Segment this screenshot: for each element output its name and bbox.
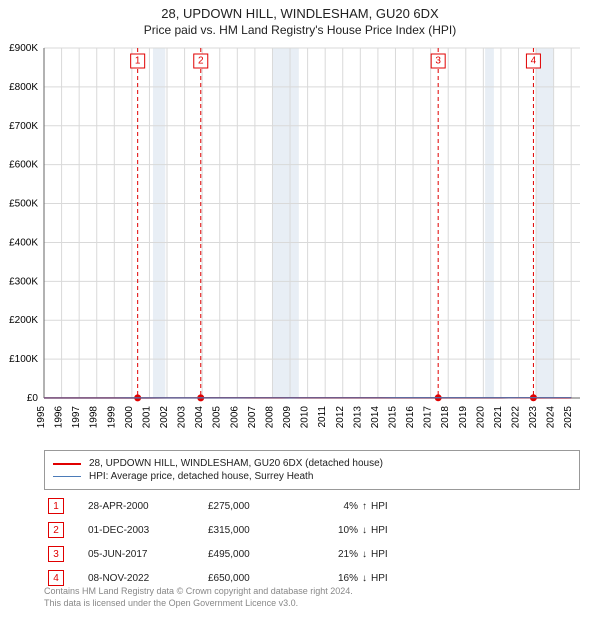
svg-text:£0: £0 [27, 393, 39, 404]
svg-text:£100K: £100K [9, 354, 38, 365]
chart-header: 28, UPDOWN HILL, WINDLESHAM, GU20 6DX Pr… [0, 0, 600, 37]
svg-text:£300K: £300K [9, 276, 38, 287]
svg-text:2: 2 [198, 56, 204, 67]
svg-text:2002: 2002 [159, 406, 170, 429]
transaction-date: 01-DEC-2003 [88, 525, 208, 536]
svg-text:1996: 1996 [54, 406, 65, 429]
svg-text:1997: 1997 [71, 406, 82, 429]
transaction-marker: 1 [48, 498, 64, 514]
price-chart: £0£100K£200K£300K£400K£500K£600K£700K£80… [44, 48, 580, 398]
svg-text:£500K: £500K [9, 199, 38, 210]
transaction-diff: 16% [308, 573, 358, 584]
transaction-marker: 3 [48, 546, 64, 562]
svg-text:2021: 2021 [493, 406, 504, 429]
transaction-row: 1 28-APR-2000£275,0004% ↑ HPI [44, 494, 580, 518]
svg-text:1995: 1995 [36, 406, 47, 429]
svg-text:3: 3 [435, 56, 441, 67]
chart-title: 28, UPDOWN HILL, WINDLESHAM, GU20 6DX [0, 6, 600, 21]
arrow-icon: ↑ [362, 501, 367, 512]
transaction-price: £275,000 [208, 501, 308, 512]
transaction-diff: 4% [308, 501, 358, 512]
transactions-table: 1 28-APR-2000£275,0004% ↑ HPI 2 01-DEC-2003£3… [44, 494, 580, 590]
legend: 28, UPDOWN HILL, WINDLESHAM, GU20 6DX (d… [44, 450, 580, 490]
svg-text:2003: 2003 [177, 406, 188, 429]
transaction-row: 2 01-DEC-2003£315,00010% ↓ HPI [44, 518, 580, 542]
svg-text:£400K: £400K [9, 237, 38, 248]
arrow-icon: ↓ [362, 525, 367, 536]
arrow-icon: ↓ [362, 549, 367, 560]
svg-text:£600K: £600K [9, 160, 38, 171]
svg-text:2020: 2020 [475, 406, 486, 429]
svg-text:2017: 2017 [423, 406, 434, 429]
svg-text:2010: 2010 [300, 406, 311, 429]
svg-text:2015: 2015 [387, 406, 398, 429]
svg-text:1999: 1999 [106, 406, 117, 429]
svg-text:2009: 2009 [282, 406, 293, 429]
svg-text:£800K: £800K [9, 82, 38, 93]
transaction-diff: 10% [308, 525, 358, 536]
svg-text:2000: 2000 [124, 406, 135, 429]
transaction-ref: HPI [371, 549, 388, 560]
svg-text:2006: 2006 [229, 406, 240, 429]
transaction-price: £315,000 [208, 525, 308, 536]
legend-swatch [53, 476, 81, 477]
svg-text:2016: 2016 [405, 406, 416, 429]
transaction-ref: HPI [371, 525, 388, 536]
legend-item: 28, UPDOWN HILL, WINDLESHAM, GU20 6DX (d… [53, 458, 571, 469]
transaction-price: £650,000 [208, 573, 308, 584]
svg-text:2014: 2014 [370, 406, 381, 429]
svg-text:2013: 2013 [352, 406, 363, 429]
transaction-date: 28-APR-2000 [88, 501, 208, 512]
arrow-icon: ↓ [362, 573, 367, 584]
svg-text:2012: 2012 [335, 406, 346, 429]
transaction-marker: 4 [48, 570, 64, 586]
transaction-ref: HPI [371, 501, 388, 512]
svg-text:2023: 2023 [528, 406, 539, 429]
svg-text:1: 1 [135, 56, 141, 67]
svg-text:2004: 2004 [194, 406, 205, 429]
svg-text:2025: 2025 [563, 406, 574, 429]
svg-text:2007: 2007 [247, 406, 258, 429]
footer-line-2: This data is licensed under the Open Gov… [44, 598, 580, 610]
chart-subtitle: Price paid vs. HM Land Registry's House … [0, 23, 600, 37]
legend-swatch [53, 463, 81, 465]
transaction-date: 05-JUN-2017 [88, 549, 208, 560]
legend-label: HPI: Average price, detached house, Surr… [89, 471, 313, 482]
legend-label: 28, UPDOWN HILL, WINDLESHAM, GU20 6DX (d… [89, 458, 383, 469]
svg-text:2005: 2005 [212, 406, 223, 429]
legend-item: HPI: Average price, detached house, Surr… [53, 471, 571, 482]
svg-text:2008: 2008 [264, 406, 275, 429]
svg-text:2022: 2022 [510, 406, 521, 429]
svg-text:2024: 2024 [546, 406, 557, 429]
svg-text:2011: 2011 [317, 406, 328, 428]
svg-text:£200K: £200K [9, 315, 38, 326]
transaction-price: £495,000 [208, 549, 308, 560]
transaction-date: 08-NOV-2022 [88, 573, 208, 584]
transaction-diff: 21% [308, 549, 358, 560]
svg-text:2018: 2018 [440, 406, 451, 429]
transaction-ref: HPI [371, 573, 388, 584]
footer-attribution: Contains HM Land Registry data © Crown c… [44, 586, 580, 609]
svg-text:2001: 2001 [141, 406, 152, 429]
transaction-marker: 2 [48, 522, 64, 538]
transaction-row: 3 05-JUN-2017£495,00021% ↓ HPI [44, 542, 580, 566]
svg-text:£700K: £700K [9, 121, 38, 132]
svg-text:2019: 2019 [458, 406, 469, 429]
svg-text:4: 4 [531, 56, 537, 67]
svg-text:£900K: £900K [9, 43, 38, 54]
footer-line-1: Contains HM Land Registry data © Crown c… [44, 586, 580, 598]
svg-text:1998: 1998 [89, 406, 100, 429]
